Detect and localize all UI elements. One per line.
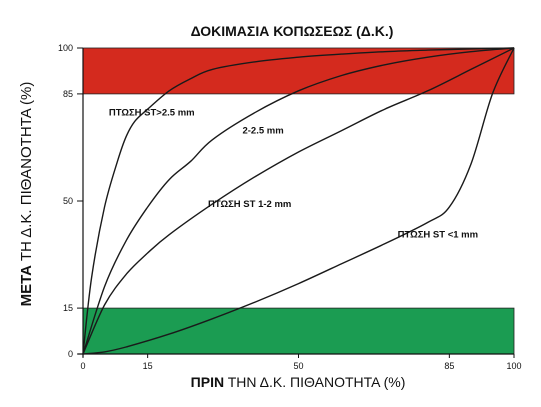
series-line-st-1-mm: [82, 47, 515, 355]
x-tick-label-15: 15: [143, 361, 153, 371]
y-tick-label-0: 0: [68, 349, 73, 359]
x-tick-label-85: 85: [444, 361, 454, 371]
x-tick-label-0: 0: [80, 361, 85, 371]
ticks-layer: 0 15 50 85 100 0 15 50 85 100: [58, 43, 522, 371]
annotation-2-2-5: 2-2.5 mm: [242, 126, 283, 137]
series-line-2-2-5-mm: [82, 47, 515, 355]
x-axis-label-bold: ΠΡΙΝ: [191, 374, 224, 390]
x-tick-label-100: 100: [506, 361, 521, 371]
x-tick-label-50: 50: [293, 361, 303, 371]
annotation-st-gt-2-5: ΠΤΩΣΗ ST>2.5 mm: [109, 107, 195, 118]
series-line-st-1-2-mm: [82, 47, 515, 355]
y-axis-label: ΜΕΤΑ ΤΗ Δ.Κ. ΠΙΘΑΝΟΤΗΤΑ (%): [18, 82, 35, 307]
axes-layer: [78, 48, 514, 357]
y-axis-label-bold: ΜΕΤΑ: [18, 265, 35, 307]
chart-title: ΔΟΚΙΜΑΣΙΑ ΚΟΠΩΣΕΩΣ (Δ.Κ.): [191, 23, 394, 39]
x-axis-label: ΠΡΙΝ ΤΗΝ Δ.Κ. ΠΙΘΑΝΟΤΗΤΑ (%): [191, 374, 406, 390]
y-tick-label-100: 100: [58, 43, 73, 53]
low-band: [82, 307, 515, 355]
annotations-layer: ΠΤΩΣΗ ST>2.5 mm 2-2.5 mm ΠΤΩΣΗ ST 1-2 mm ΠΤ…: [109, 107, 478, 240]
bands-layer: [82, 47, 515, 355]
x-axis-label-rest: ΤΗΝ Δ.Κ. ΠΙΘΑΝΟΤΗΤΑ (%): [224, 374, 405, 390]
annotation-st-lt-1: ΠΤΩΣΗ ST <1 mm: [398, 230, 478, 241]
y-tick-label-15: 15: [63, 303, 73, 313]
y-tick-label-50: 50: [63, 196, 73, 206]
y-tick-label-85: 85: [63, 89, 73, 99]
series-line-st-2-5-mm: [82, 47, 515, 355]
y-axis-label-rest: ΤΗ Δ.Κ. ΠΙΘΑΝΟΤΗΤΑ (%): [18, 82, 35, 265]
curves-layer: [82, 47, 515, 355]
annotation-st-1-2: ΠΤΩΣΗ ST 1-2 mm: [208, 199, 291, 210]
